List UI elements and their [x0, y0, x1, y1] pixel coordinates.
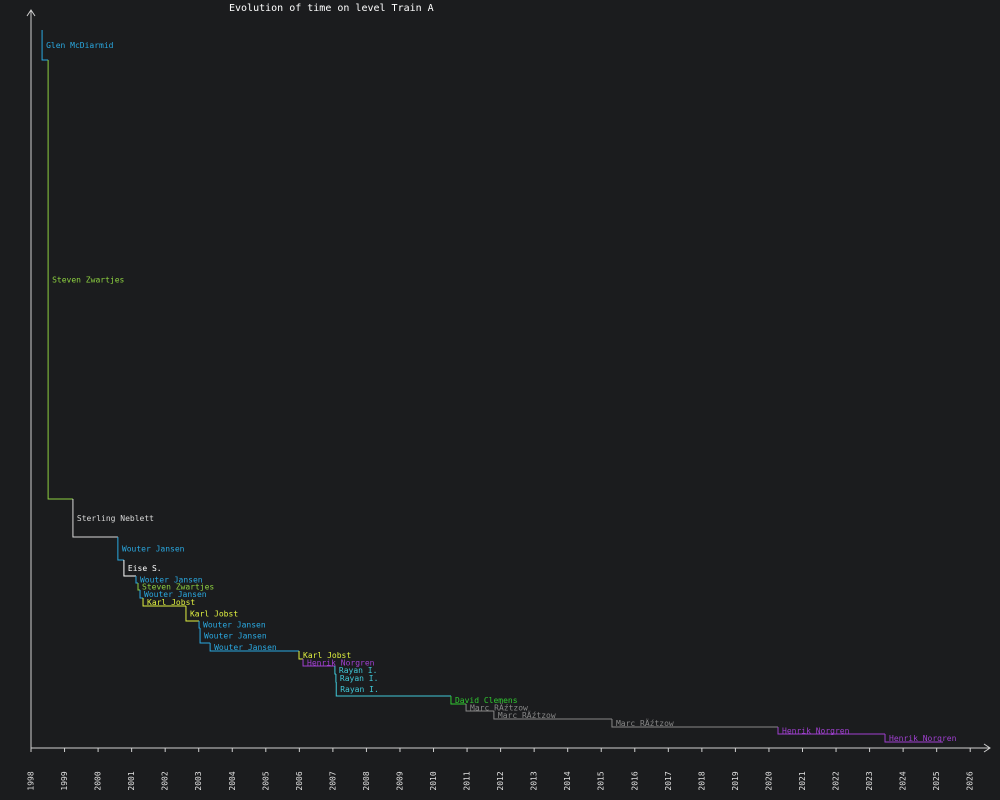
- x-tick-label: 2001: [127, 771, 136, 790]
- x-tick-label: 2026: [966, 771, 975, 790]
- record-step: [142, 598, 186, 607]
- record-label: Wouter Jansen: [122, 545, 185, 554]
- record-step: [465, 704, 494, 712]
- record-step: [135, 576, 139, 584]
- x-tick-label: 2003: [194, 771, 203, 790]
- x-tick-label: 1998: [27, 771, 36, 790]
- x-tick-label: 2021: [798, 771, 807, 790]
- record-label: Sterling Neblett: [77, 514, 154, 523]
- record-label: Wouter Jansen: [203, 621, 266, 630]
- x-tick-label: 2013: [530, 771, 539, 790]
- record-label: Karl Jobst: [147, 598, 195, 607]
- record-label: Rayan I.: [339, 666, 378, 675]
- x-tick-label: 2022: [832, 771, 841, 790]
- record-step: [777, 727, 886, 735]
- record-label: Rayan I.: [340, 685, 379, 694]
- record-label: Eise S.: [128, 564, 162, 573]
- record-step: [47, 60, 73, 500]
- record-label: Wouter Jansen: [140, 576, 203, 585]
- x-tick-label: 2017: [664, 771, 673, 790]
- x-tick-label: 2004: [228, 771, 237, 790]
- record-step: [335, 682, 451, 697]
- record-step: [298, 651, 304, 660]
- x-tick-label: 2025: [932, 771, 941, 790]
- record-label: Marc RÄźtzow: [616, 718, 674, 728]
- record-step: [139, 590, 144, 599]
- record-step: [493, 711, 612, 720]
- x-tick-label: 2006: [295, 771, 304, 790]
- record-label: Henrik Norgren: [782, 727, 850, 736]
- x-tick-label: 2015: [597, 771, 606, 790]
- y-axis-arrow: [26, 9, 36, 17]
- x-tick-label: 2008: [362, 771, 371, 790]
- x-tick-label: 2002: [161, 771, 170, 790]
- record-step: [450, 696, 467, 705]
- record-step: [185, 606, 200, 622]
- record-label: Henrik Norgren: [307, 659, 375, 668]
- x-tick-label: 2005: [261, 771, 270, 790]
- x-tick-label: 2009: [395, 771, 404, 790]
- record-step: [41, 30, 49, 61]
- record-label: Glen McDiarmid: [46, 41, 114, 50]
- x-tick-label: 2020: [764, 771, 773, 790]
- record-label: Wouter Jansen: [204, 632, 267, 641]
- record-step: [137, 583, 141, 591]
- chart-title: Evolution of time on level Train A: [229, 3, 434, 14]
- record-step: [302, 659, 335, 667]
- x-tick-label: 2016: [630, 771, 639, 790]
- x-tick-label: 2023: [865, 771, 874, 790]
- x-tick-label: 2010: [429, 771, 438, 790]
- record-label: David Clemens: [455, 696, 518, 705]
- record-label: Rayan I.: [340, 674, 379, 683]
- record-step: [123, 560, 136, 577]
- x-axis-arrow: [983, 743, 991, 753]
- x-tick-label: 2014: [563, 771, 572, 790]
- record-label: Wouter Jansen: [144, 590, 207, 599]
- record-label: Karl Jobst: [190, 610, 238, 619]
- x-tick-label: 2019: [731, 771, 740, 790]
- x-tick-label: 2018: [697, 771, 706, 790]
- record-label: Wouter Jansen: [214, 643, 277, 652]
- record-step: [117, 537, 124, 561]
- record-label: Marc RÄźtzow: [498, 710, 556, 720]
- record-step: [199, 628, 211, 644]
- record-label: Steven Zwartjes: [142, 583, 214, 592]
- x-tick-label: 2000: [94, 771, 103, 790]
- record-step: [209, 643, 300, 652]
- record-label: Henrik Norgren: [889, 734, 957, 743]
- record-label: Marc RÄźtzow: [470, 703, 528, 713]
- record-step: [611, 719, 779, 728]
- x-tick-label: 1999: [60, 771, 69, 790]
- x-tick-label: 2007: [328, 771, 337, 790]
- record-label: Karl Jobst: [303, 651, 351, 660]
- x-tick-label: 2012: [496, 771, 505, 790]
- record-step: [72, 499, 118, 538]
- record-label: Steven Zwartjes: [52, 276, 124, 285]
- record-step: [884, 734, 944, 743]
- x-tick-label: 2024: [899, 771, 908, 790]
- x-tick-label: 2011: [463, 771, 472, 790]
